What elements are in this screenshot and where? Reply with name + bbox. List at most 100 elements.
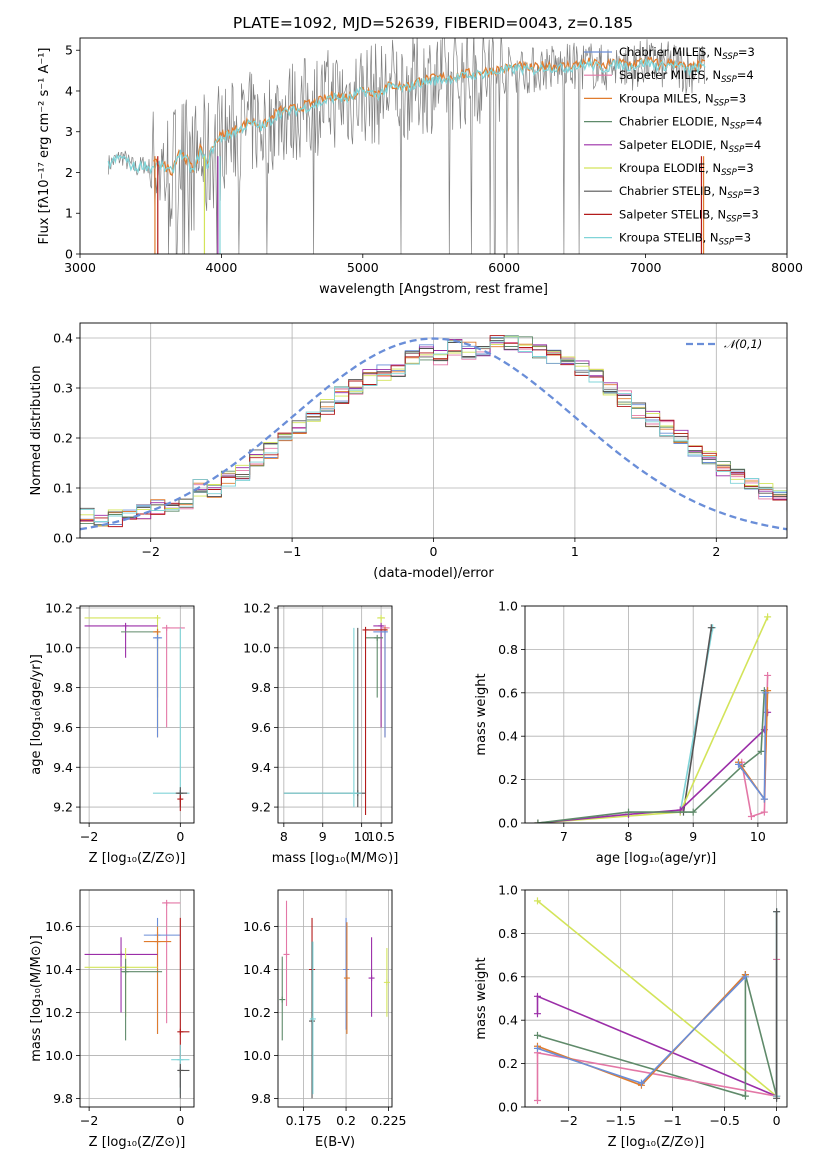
series-point	[534, 819, 542, 823]
data-point	[350, 790, 357, 797]
x-tick-label: 1	[571, 544, 579, 559]
age-vs-Z-frame	[79, 605, 195, 824]
data-point	[122, 622, 129, 629]
legend-entry: Chabrier MILES, NSSP=3	[619, 45, 755, 62]
legend-nssp-label: , N	[705, 68, 721, 82]
series-point	[741, 973, 749, 981]
massweight-vs-age-axes: 7 8 9 10 0.0 0.2 0.4 0.6 0.8 1.0 age [log₁₀(age/yr…	[474, 599, 787, 866]
y-tick-label: 10.4	[45, 962, 73, 977]
x-tick-label: 4000	[205, 260, 237, 275]
legend-entry: Salpeter STELIB, NSSP=3	[619, 207, 759, 224]
y-tick-label: 10.0	[243, 640, 271, 655]
x-tick-label: 8	[625, 829, 633, 844]
legend-nssp-label: , N	[711, 184, 727, 198]
x-axis-label: mass [log₁₀(M/M⊙)]	[272, 851, 399, 866]
series-point	[689, 808, 697, 816]
legend-name: Salpeter STELIB	[619, 207, 710, 221]
series-point	[533, 897, 541, 905]
series-point	[625, 808, 633, 816]
series-line	[537, 712, 769, 823]
series-point	[757, 747, 765, 755]
x-axis-label: Z [log₁₀(Z/Z⊙)]	[89, 851, 186, 866]
y-tick-label: 4	[65, 83, 73, 98]
mass-vs-Z-frame	[79, 889, 195, 1108]
legend-nssp: =3	[738, 45, 755, 59]
y-tick-label: 10.2	[243, 1005, 271, 1020]
massweight-vs-Z-axes: −2 −1.5 −1 −0.5 0 0.0 0.2 0.4 0.6 0.8 1.0 Z [log₁₀(…	[474, 883, 787, 1150]
x-tick-label: −1	[663, 1113, 681, 1128]
series-line	[682, 627, 713, 813]
y-axis-label: mass weight	[474, 673, 489, 755]
y-tick-label: 9.2	[53, 800, 73, 815]
legend-name: Kroupa MILES	[619, 91, 698, 105]
x-axis-label: age [log₁₀(age/yr)]	[596, 851, 717, 866]
y-tick-label: 0.4	[498, 1013, 518, 1028]
data-point	[279, 996, 286, 1003]
y-tick-label: 0.4	[498, 729, 518, 744]
data-point	[163, 624, 170, 631]
x-tick-label: −2	[141, 544, 159, 559]
residuals-axes: −2 −1 0 1 2 0.0 0.1 0.2 0.3 0.4 (data-model)/error…	[29, 323, 787, 581]
series-point	[637, 1079, 645, 1087]
data-point	[122, 968, 129, 975]
y-tick-label: 10.0	[243, 1048, 271, 1063]
y-tick-label: 10.4	[243, 962, 271, 977]
histogram-step-line	[80, 339, 787, 526]
series-point	[533, 1096, 541, 1104]
x-axis-label: Z [log₁₀(Z/Z⊙)]	[89, 1135, 186, 1150]
histogram-step-line	[80, 335, 787, 525]
data-point	[177, 1028, 184, 1035]
y-tick-label: 9.8	[53, 680, 73, 695]
x-tick-label: 0	[430, 544, 438, 559]
mass-vs-Z-axes: −2 0 9.8 10.0 10.2 10.4 10.6 Z [log₁₀(Z/Z⊙)] mas…	[29, 890, 194, 1150]
spectrum-plot	[107, 38, 706, 254]
legend-entry: Kroupa ELODIE, NSSP=3	[619, 161, 754, 178]
x-tick-label: 0	[176, 829, 184, 844]
legend-name: Kroupa ELODIE	[619, 161, 705, 175]
y-tick-label: 0.0	[498, 1100, 518, 1115]
y-axis-label: Normed distribution	[29, 366, 44, 496]
data-point	[283, 951, 290, 958]
data-point	[118, 951, 125, 958]
legend-nssp-label: , N	[710, 207, 726, 221]
y-tick-label: 5	[65, 43, 73, 58]
y-tick-label: 0.8	[498, 642, 518, 657]
massweight-vs-age-frame	[524, 605, 788, 824]
legend-sub: SSP	[714, 98, 730, 108]
series-point	[533, 1010, 541, 1018]
y-tick-label: 0.8	[498, 926, 518, 941]
series-point	[760, 795, 768, 803]
legend-sub: SSP	[727, 191, 743, 201]
legend-nssp: =4	[745, 115, 762, 129]
y-tick-label: 0.2	[53, 431, 73, 446]
legend-nssp-label: , N	[698, 91, 714, 105]
histogram-step-line	[80, 336, 787, 522]
x-tick-label: −1.5	[605, 1113, 635, 1128]
x-tick-label: 6000	[488, 260, 520, 275]
mass-vs-Z-plot	[84, 899, 190, 1099]
legend-nssp: =4	[737, 68, 754, 82]
series-line	[536, 900, 778, 1097]
x-tick-label: 10.5	[367, 829, 395, 844]
y-tick-label: 9.6	[53, 720, 73, 735]
series-point	[764, 613, 772, 621]
legend-sub: SSP	[722, 52, 738, 62]
x-tick-label: 9	[319, 829, 327, 844]
legend-nssp: =3	[737, 161, 754, 175]
legend-name: Chabrier MILES	[619, 45, 706, 59]
y-tick-label: 9.6	[251, 720, 271, 735]
data-point	[343, 975, 350, 982]
series-point	[533, 992, 541, 1000]
legend-nssp-label: , N	[703, 231, 719, 245]
y-tick-label: 10.0	[45, 1048, 73, 1063]
residuals-frame	[79, 322, 788, 539]
legend-nssp-label: , N	[713, 138, 729, 152]
legend-nssp: =4	[744, 138, 761, 152]
x-axis-label: E(B-V)	[315, 1135, 355, 1150]
spectrum-model-line	[107, 57, 706, 175]
histogram-step-line	[80, 338, 787, 521]
y-tick-label: 0.2	[498, 1056, 518, 1071]
legend-sub: SSP	[721, 168, 737, 178]
